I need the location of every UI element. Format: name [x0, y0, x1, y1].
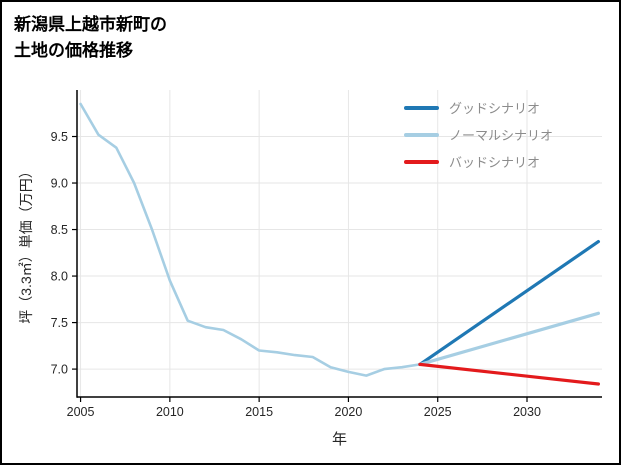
y-tick-label: 8.0 — [51, 270, 68, 284]
y-tick-label: 8.5 — [51, 223, 68, 237]
y-tick-label: 7.0 — [51, 363, 68, 377]
x-tick-label: 2005 — [67, 405, 95, 419]
legend-item-normal: ノーマルシナリオ — [404, 121, 553, 148]
legend: グッドシナリオ ノーマルシナリオ バッドシナリオ — [404, 94, 553, 175]
y-tick-label: 9.0 — [51, 177, 68, 191]
legend-swatch-good — [404, 105, 439, 110]
legend-swatch-bad — [404, 159, 439, 164]
legend-swatch-normal — [404, 132, 439, 137]
x-tick-label: 2015 — [245, 405, 273, 419]
legend-label-normal: ノーマルシナリオ — [449, 128, 554, 143]
y-axis-label: 坪（3.3㎡）単価（万円） — [18, 164, 34, 324]
chart-title-line2: 土地の価格推移 — [14, 41, 133, 60]
series-line-good — [418, 240, 601, 366]
x-tick-label: 2030 — [513, 405, 541, 419]
series-line-normal — [418, 311, 601, 366]
x-tick-label: 2025 — [424, 405, 452, 419]
legend-item-bad: バッドシナリオ — [404, 148, 553, 175]
legend-label-bad: バッドシナリオ — [449, 155, 541, 170]
series-line-bad — [418, 362, 601, 386]
x-tick-label: 2010 — [156, 405, 184, 419]
y-tick-label: 9.5 — [51, 130, 68, 144]
legend-label-good: グッドシナリオ — [449, 101, 541, 116]
chart-title: 新潟県上越市新町の 土地の価格推移 — [14, 12, 167, 64]
x-tick-label: 2020 — [335, 405, 363, 419]
chart-title-line1: 新潟県上越市新町の — [14, 15, 167, 34]
y-tick-label: 7.5 — [51, 316, 68, 330]
x-axis-label: 年 — [331, 431, 347, 448]
series-line-historical — [79, 102, 422, 377]
legend-item-good: グッドシナリオ — [404, 94, 553, 121]
